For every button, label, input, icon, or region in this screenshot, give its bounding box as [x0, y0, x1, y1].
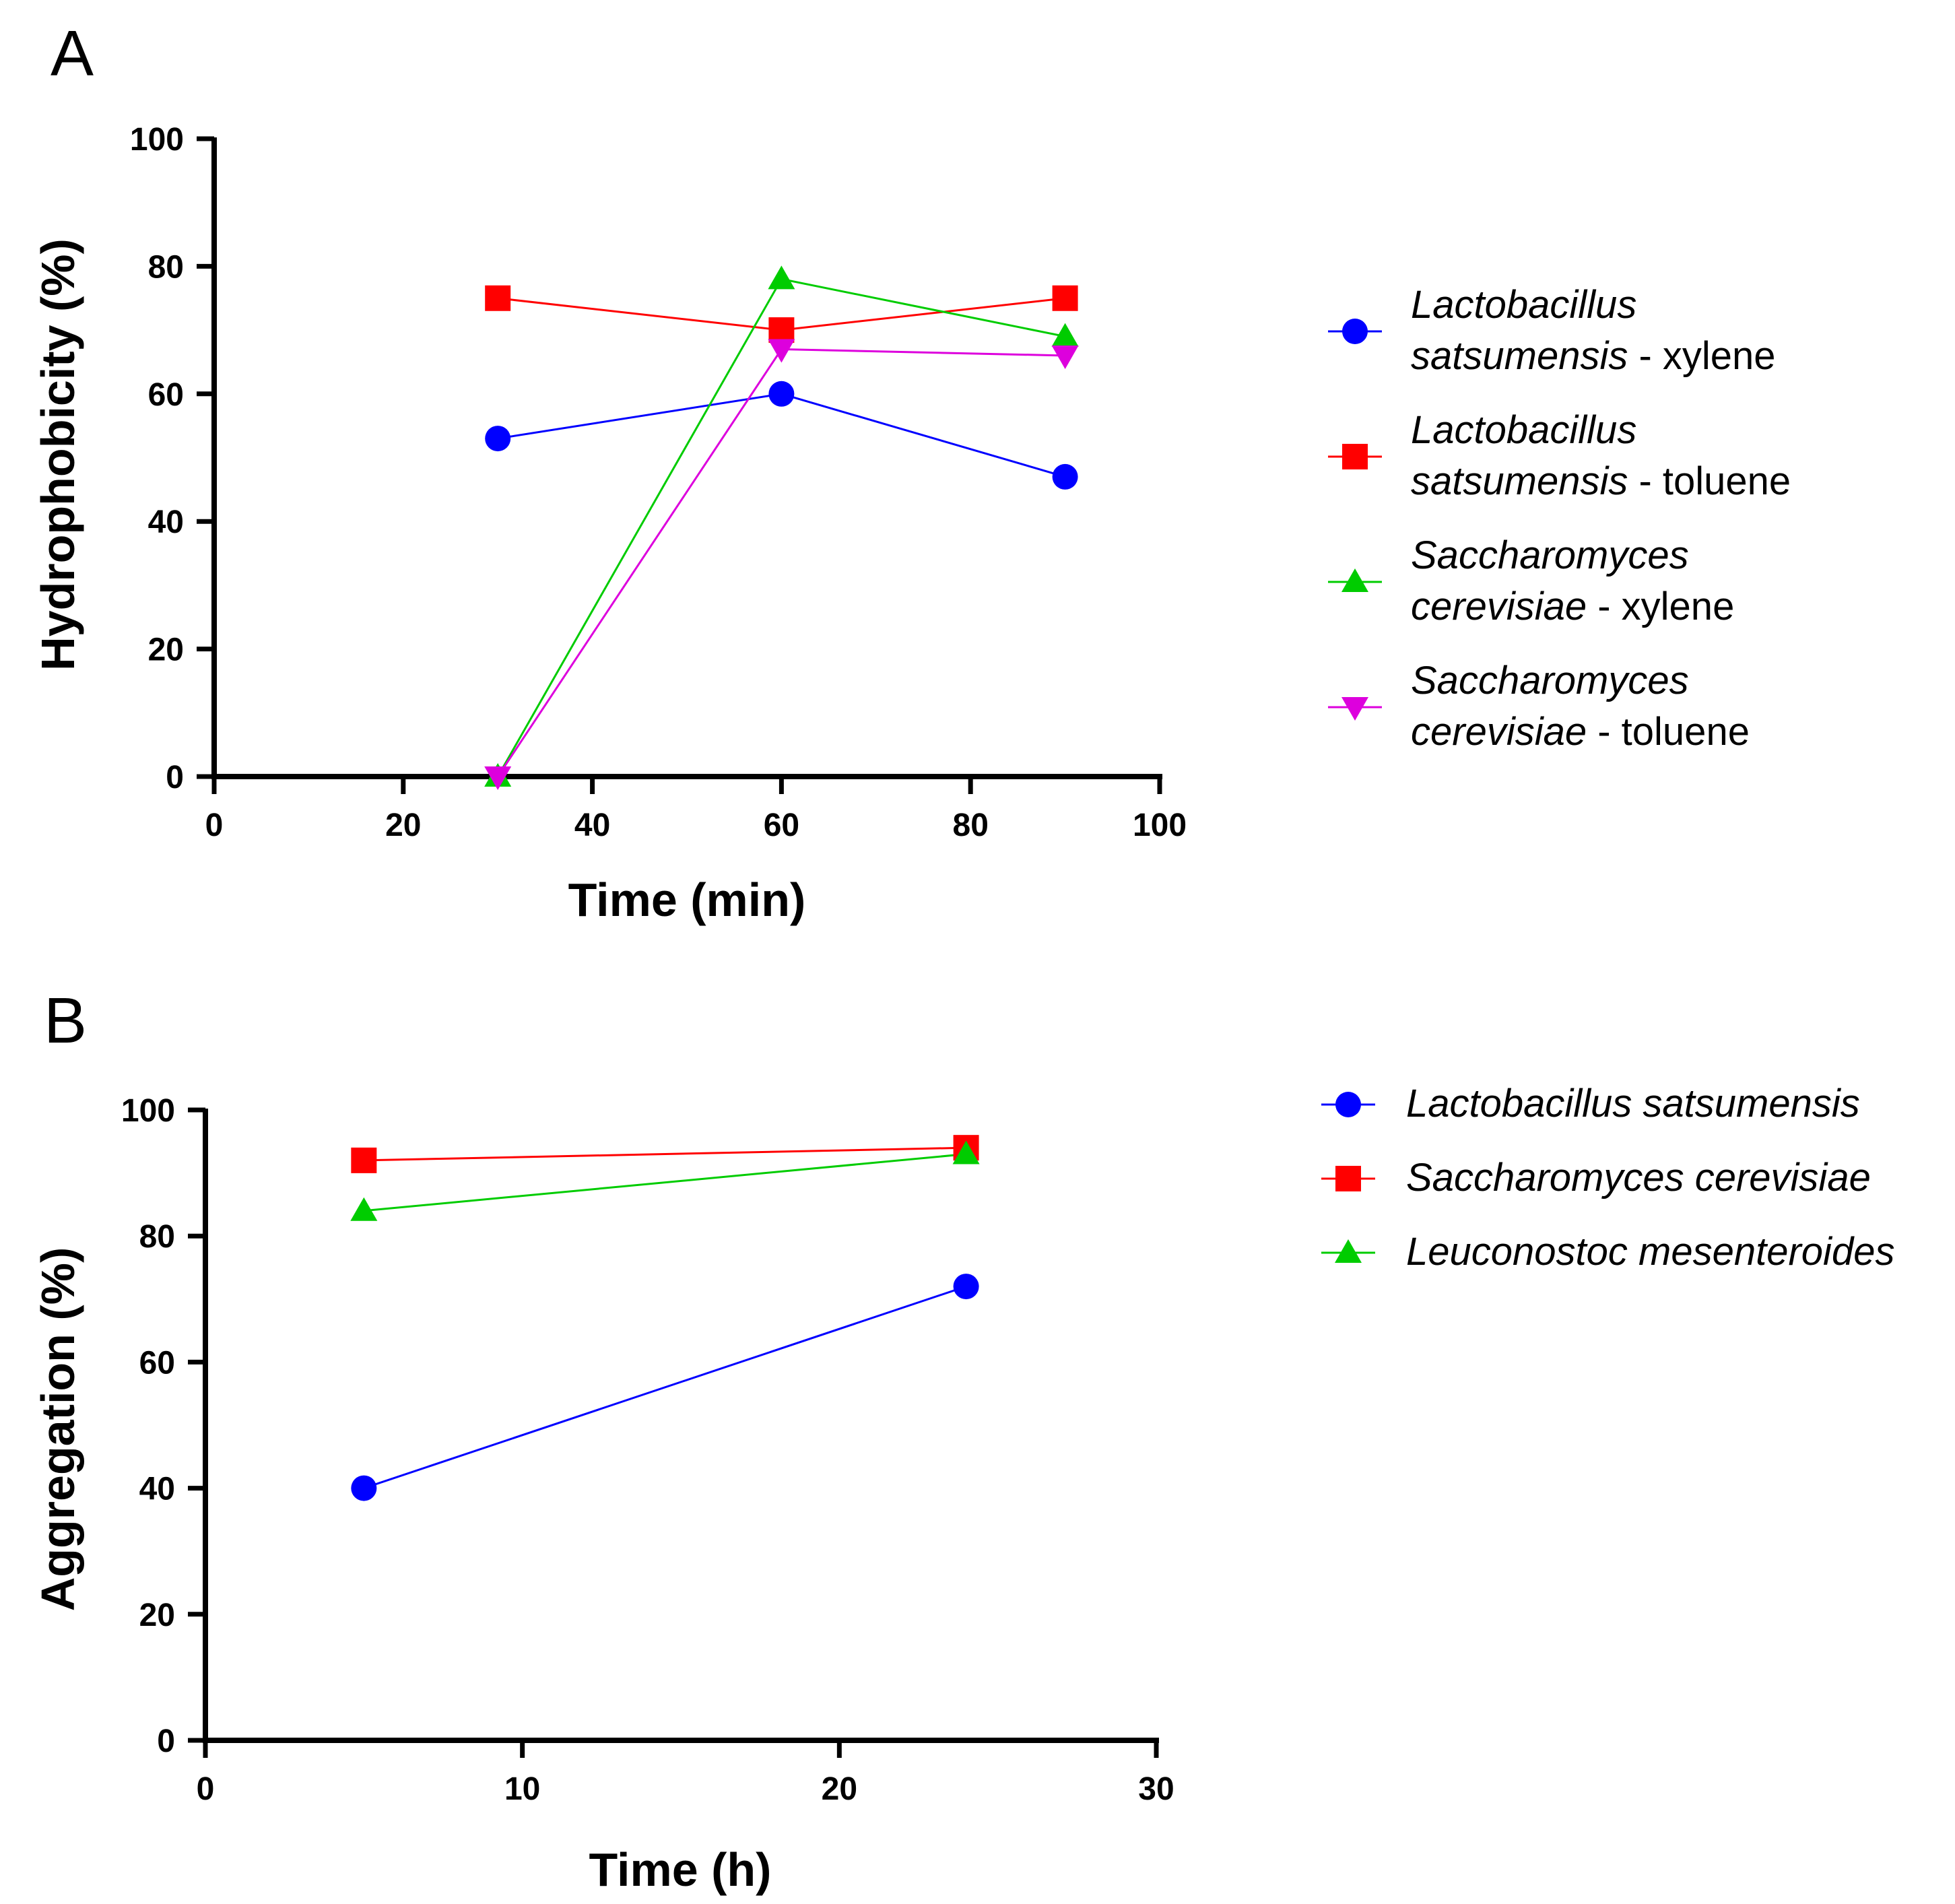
panel-a-x-axis-title: Time (min)	[568, 874, 806, 926]
series-line-saccharomyces-cerevisiae-toluene	[496, 348, 1065, 777]
panel-b-letter: B	[44, 985, 87, 1057]
data-point-lactobacillus-satsumensis-toluene	[1052, 285, 1078, 311]
legend-marker	[1335, 1239, 1362, 1263]
panel-a-y-axis-title: Hydrophobicity (%)	[32, 238, 84, 671]
panel-a-y-tick-label: 40	[148, 504, 184, 540]
panel-b-x-tick-label: 10	[504, 1771, 540, 1807]
legend-entry-lactobacillus-satsumensis: Lactobacillus satsumensis	[1321, 1082, 1860, 1125]
series-line-lactobacillus-satsumensis	[363, 1285, 967, 1490]
legend-label: Saccharomyces cerevisiae	[1406, 1156, 1871, 1200]
data-point-saccharomyces-cerevisiae	[351, 1147, 377, 1173]
legend-label: Leuconostoc mesenteroides	[1406, 1230, 1894, 1274]
data-point-leuconostoc-mesenteroides	[952, 1140, 980, 1164]
panel-b-x-tick-label: 20	[822, 1771, 857, 1807]
panel-b-y-tick-label: 60	[139, 1345, 175, 1381]
data-point-lactobacillus-satsumensis-toluene	[485, 285, 511, 311]
legend-entry-saccharomyces-cerevisiae-xylene: Saccharomyces cerevisiae - xylene	[1328, 533, 1734, 628]
data-point-lactobacillus-satsumensis-toluene	[768, 317, 795, 343]
panel-a: A 0 20 40 60 80 100 0 20 40 60 80 100 Lactobacillus s…	[32, 18, 1791, 926]
panel-a-x-tick-label: 100	[1133, 808, 1187, 843]
legend-label: Lactobacillus	[1411, 283, 1636, 327]
legend-entry-saccharomyces-cerevisiae-toluene: Saccharomyces cerevisiae - toluene	[1328, 659, 1750, 754]
data-point-saccharomyces-cerevisiae-toluene	[1051, 345, 1079, 369]
series-line-saccharomyces-cerevisiae	[364, 1146, 966, 1162]
panel-a-x-tick-label: 80	[953, 808, 989, 843]
panel-a-x-tick-label: 40	[574, 808, 610, 843]
legend-marker	[1341, 697, 1368, 721]
data-point-saccharomyces-cerevisiae-toluene	[768, 339, 795, 363]
legend-marker	[1341, 568, 1368, 592]
panel-b-y-tick-label: 80	[139, 1219, 175, 1255]
data-point-leuconostoc-mesenteroides	[350, 1197, 378, 1221]
panel-a-y-tick-label: 60	[148, 377, 184, 413]
legend-entry-lactobacillus-satsumensis-xylene: Lactobacillus satsumensis - xylene	[1328, 283, 1776, 378]
legend-label: satsumensis - toluene	[1411, 459, 1791, 503]
panel-b: B 0 20 40 60 80 100 0 10 20 30 Lactobacillus satsu…	[32, 985, 1894, 1896]
legend-label: Saccharomyces	[1411, 659, 1689, 702]
legend-entry-lactobacillus-satsumensis-toluene: Lactobacillus satsumensis - toluene	[1328, 408, 1791, 503]
legend-label: satsumensis - xylene	[1411, 334, 1776, 378]
panel-b-y-tick-label: 0	[157, 1724, 175, 1759]
panel-a-plot: 0 20 40 60 80 100 0 20 40 60 80 100 Lactobacillus sat…	[130, 122, 1791, 843]
data-point-lactobacillus-satsumensis	[953, 1274, 979, 1300]
panel-a-y-tick-label: 100	[130, 122, 184, 158]
data-point-lactobacillus-satsumensis	[351, 1475, 377, 1501]
panel-b-y-tick-label: 20	[139, 1598, 175, 1633]
panel-b-plot: 0 20 40 60 80 100 0 10 20 30 Lactobacillus satsume…	[121, 1082, 1895, 1807]
legend-label: Lactobacillus satsumensis	[1406, 1082, 1860, 1125]
panel-b-legend: Lactobacillus satsumensis Saccharomyces c…	[1321, 1082, 1894, 1274]
legend-entry-leuconostoc-mesenteroides: Leuconostoc mesenteroides	[1321, 1230, 1894, 1274]
series-line-leuconostoc-mesenteroides	[364, 1153, 966, 1212]
legend-entry-saccharomyces-cerevisiae: Saccharomyces cerevisiae	[1321, 1156, 1871, 1200]
panel-b-x-axis-title: Time (h)	[589, 1843, 772, 1896]
panel-a-x-tick-label: 20	[385, 808, 421, 843]
data-point-lactobacillus-satsumensis-xylene	[768, 381, 795, 407]
panel-a-y-tick-label: 20	[148, 632, 184, 668]
data-point-saccharomyces-cerevisiae-xylene	[768, 265, 795, 290]
legend-label: cerevisiae - xylene	[1411, 585, 1734, 628]
data-point-lactobacillus-satsumensis-xylene	[1052, 463, 1078, 490]
panel-b-y-axis-title: Aggregation (%)	[32, 1247, 84, 1612]
legend-marker	[1342, 444, 1368, 469]
panel-b-x-tick-label: 0	[197, 1771, 215, 1807]
panel-a-y-tick-label: 80	[148, 249, 184, 285]
legend-label: Lactobacillus	[1411, 408, 1636, 452]
panel-b-x-tick-label: 30	[1138, 1771, 1174, 1807]
legend-marker	[1335, 1166, 1361, 1191]
panel-a-y-tick-label: 0	[166, 760, 184, 795]
panel-b-y-tick-label: 40	[139, 1472, 175, 1507]
data-point-saccharomyces-cerevisiae-toluene	[484, 766, 512, 790]
data-point-saccharomyces-cerevisiae-xylene	[1051, 323, 1079, 347]
legend-marker	[1342, 319, 1368, 344]
legend-label: Saccharomyces	[1411, 533, 1689, 577]
panel-a-x-tick-label: 0	[205, 808, 224, 843]
panel-b-y-tick-label: 100	[121, 1093, 175, 1129]
data-point-lactobacillus-satsumensis-xylene	[485, 426, 511, 452]
panel-a-letter: A	[51, 18, 94, 90]
panel-a-x-tick-label: 60	[764, 808, 799, 843]
legend-marker	[1335, 1092, 1361, 1117]
legend-label: cerevisiae - toluene	[1411, 710, 1750, 754]
